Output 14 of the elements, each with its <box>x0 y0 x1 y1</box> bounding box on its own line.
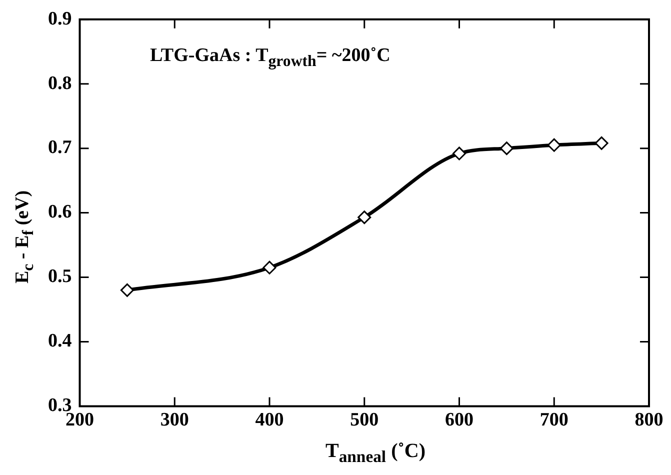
x-tick-label: 500 <box>350 410 379 431</box>
x-tick-label: 400 <box>255 410 284 431</box>
y-tick-label: 0.6 <box>48 202 72 223</box>
x-tick-label: 700 <box>540 410 568 431</box>
annotation: LTG-GaAs : T$_{growth}$= ~200˚C <box>150 45 390 71</box>
x-tick-label: 800 <box>634 410 664 431</box>
y-tick-label: 0.9 <box>48 8 72 30</box>
x-tick-label: 600 <box>445 410 474 431</box>
y-tick-label: 0.7 <box>48 137 72 158</box>
x-tick-label: 300 <box>160 410 189 431</box>
y-tick-label: 0.4 <box>48 330 72 352</box>
y-tick-label: 0.8 <box>48 72 72 94</box>
x-axis-title: T$_{anneal}$ (˚C) <box>324 440 426 467</box>
y-tick-label: 0.5 <box>48 266 72 288</box>
